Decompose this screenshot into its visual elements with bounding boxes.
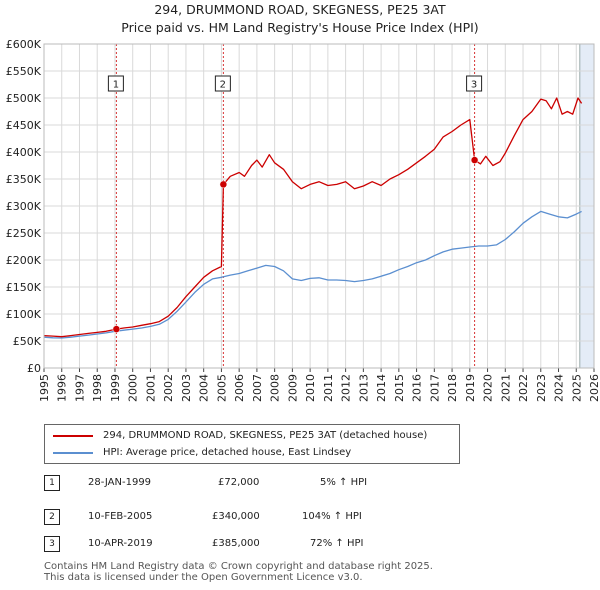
chart-title-line1: 294, DRUMMOND ROAD, SKEGNESS, PE25 3AT <box>154 2 446 17</box>
y-tick-label: £150K <box>6 281 42 294</box>
y-tick-label: £600K <box>6 38 42 51</box>
x-tick-label: 2020 <box>482 374 495 402</box>
y-tick-label: £100K <box>6 308 42 321</box>
x-tick-label: 2016 <box>411 374 424 402</box>
x-tick-label: 2013 <box>357 374 370 402</box>
transaction-number: 2 <box>44 509 60 525</box>
x-tick-label: 2006 <box>233 374 246 402</box>
x-tick-label: 2024 <box>553 374 566 402</box>
x-tick-label: 2012 <box>340 374 353 402</box>
y-tick-label: £400K <box>6 146 42 159</box>
x-tick-label: 1995 <box>38 374 51 402</box>
x-tick-label: 2003 <box>180 374 193 402</box>
legend-label-property: 294, DRUMMOND ROAD, SKEGNESS, PE25 3AT (… <box>103 430 428 441</box>
plot-border <box>43 43 595 369</box>
x-tick-label: 2000 <box>127 374 140 402</box>
x-tick-label: 2017 <box>428 374 441 402</box>
transaction-point <box>470 156 479 164</box>
transaction-number: 1 <box>44 475 60 491</box>
x-tick-label: 2021 <box>499 374 512 402</box>
x-tick-label: 2010 <box>304 374 317 402</box>
transaction-label-box <box>466 75 483 92</box>
x-tick-label: 2018 <box>446 374 459 402</box>
x-tick-label: 1999 <box>109 374 122 402</box>
x-tick-label: 2011 <box>322 374 335 402</box>
x-tick-label: 2022 <box>517 374 530 402</box>
y-tick-label: £550K <box>6 65 42 78</box>
y-tick-label: £200K <box>6 254 42 267</box>
transaction-point <box>112 325 121 333</box>
x-tick-label: 2023 <box>535 374 548 402</box>
x-tick-label: 1996 <box>56 374 69 402</box>
legend: 294, DRUMMOND ROAD, SKEGNESS, PE25 3AT (… <box>44 424 460 464</box>
legend-swatch-hpi <box>53 452 93 454</box>
price-chart: 1 2 3 £0 £50K £100K £150K £200K £250K £300K £350K… <box>6 38 600 402</box>
transaction-hpi: 104% ↑ HPI <box>302 511 362 522</box>
x-tick-label: 2007 <box>251 374 264 402</box>
transaction-label-box <box>107 75 124 92</box>
transaction-price: £340,000 <box>212 511 260 522</box>
y-tick-label: £0 <box>27 362 41 375</box>
x-tick-label: 2014 <box>375 374 388 402</box>
transaction-price: £72,000 <box>218 477 260 488</box>
x-tick-label: 2015 <box>393 374 406 402</box>
transaction-label-box <box>214 75 231 92</box>
hpi-series-line <box>43 210 582 339</box>
y-tick-label: £350K <box>6 173 42 186</box>
transaction-hpi: 72% ↑ HPI <box>310 538 364 549</box>
y-tick-label: £50K <box>13 335 42 348</box>
y-tick-label: £500K <box>6 92 42 105</box>
transaction-hpi: 5% ↑ HPI <box>320 477 368 488</box>
transaction-number: 3 <box>44 536 60 552</box>
x-tick-label: 2004 <box>198 374 211 402</box>
legend-label-hpi: HPI: Average price, detached house, East… <box>103 447 352 458</box>
x-tick-label: 2005 <box>215 374 228 402</box>
transaction-label: 3 <box>471 80 477 91</box>
legend-swatch-property <box>53 435 93 437</box>
x-tick-label: 2019 <box>464 374 477 402</box>
footer-licence: This data is licensed under the Open Gov… <box>44 572 363 583</box>
y-tick-label: £450K <box>6 119 42 132</box>
x-tick-label: 2002 <box>162 374 175 402</box>
transaction-label: 2 <box>220 80 226 91</box>
x-tick-label: 2026 <box>588 374 600 402</box>
x-tick-label: 1998 <box>91 374 104 402</box>
chart-title-line2: Price paid vs. HM Land Registry's House … <box>121 20 479 35</box>
x-tick-label: 2008 <box>269 374 282 402</box>
x-tick-label: 2001 <box>144 374 157 402</box>
x-tick-label: 2025 <box>570 374 583 402</box>
transaction-point <box>219 180 228 189</box>
transaction-date: 10-APR-2019 <box>88 538 153 549</box>
transaction-date: 10-FEB-2005 <box>88 511 153 522</box>
x-tick-label: 2009 <box>286 374 299 402</box>
transaction-date: 28-JAN-1999 <box>88 477 152 488</box>
y-tick-label: £250K <box>6 227 42 240</box>
transaction-price: £385,000 <box>212 538 260 549</box>
transaction-label: 1 <box>113 80 119 91</box>
x-tick-label: 1997 <box>73 374 86 402</box>
footer-copyright: Contains HM Land Registry data © Crown c… <box>44 561 433 572</box>
y-tick-label: £300K <box>6 200 42 213</box>
property-series-line <box>43 97 583 338</box>
